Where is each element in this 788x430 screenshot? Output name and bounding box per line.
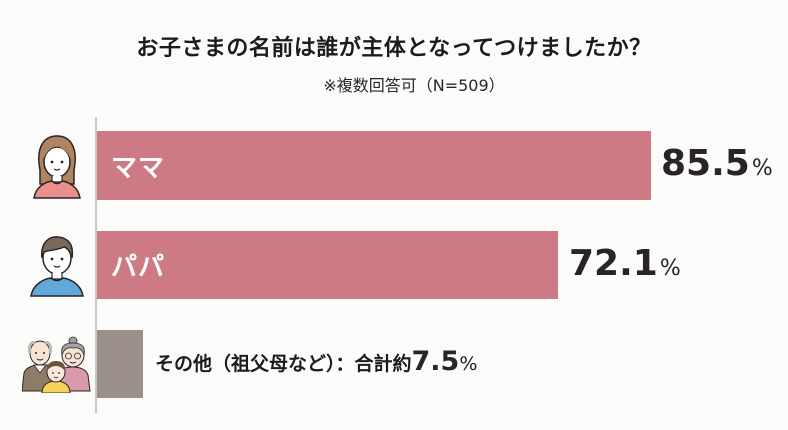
bar-papa: パパ — [97, 231, 558, 299]
value-mama: 85.5% — [661, 143, 773, 184]
bar-other — [97, 330, 143, 398]
bar-mama: ママ — [97, 131, 651, 200]
chart-subtitle: ※複数回答可（N=509） — [323, 76, 505, 95]
bar-label-papa: パパ — [111, 252, 166, 283]
y-axis-line — [95, 117, 97, 413]
father-icon — [30, 236, 84, 297]
chart-title: お子さまの名前は誰が主体となってつけましたか？ — [136, 36, 652, 61]
bar-label-other: その他（祖父母など）：合計約 — [155, 353, 412, 375]
value-other: その他（祖父母など）：合計約7.5% — [155, 346, 478, 377]
value-papa: 72.1% — [569, 243, 681, 284]
bar-label-mama: ママ — [111, 153, 166, 183]
grandparents-icon — [22, 336, 91, 393]
mother-icon — [33, 135, 81, 199]
